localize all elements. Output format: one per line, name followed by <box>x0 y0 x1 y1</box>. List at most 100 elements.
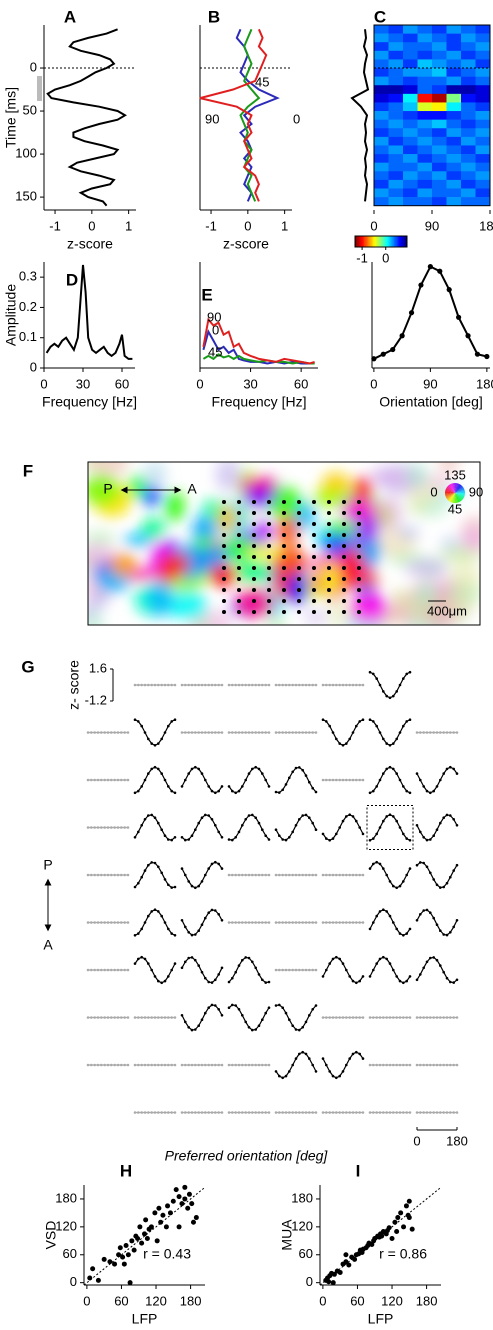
x-tick-label: 0 <box>370 218 377 233</box>
x-tick-label: 180 <box>446 1133 468 1148</box>
electrode <box>267 544 271 548</box>
electrode <box>342 588 346 592</box>
point <box>405 1212 411 1218</box>
trace-line <box>235 28 280 202</box>
key-wedge <box>455 485 463 493</box>
heatmap-cell <box>388 42 404 52</box>
colorbar <box>394 236 396 247</box>
trace-line <box>199 28 268 202</box>
key-wedge <box>445 493 455 497</box>
electrode <box>327 555 331 559</box>
map-blob <box>448 562 480 594</box>
electrode <box>342 544 346 548</box>
heatmap-cell <box>475 93 491 103</box>
x-tick-label: 90 <box>423 376 437 391</box>
heatmap-cell <box>475 85 491 95</box>
heatmap-cell <box>417 145 433 155</box>
heatmap-cell <box>432 68 447 77</box>
electrode <box>342 511 346 515</box>
heatmap-cell <box>417 179 433 189</box>
map-blob <box>405 462 430 490</box>
colorbar <box>387 236 390 247</box>
stimulus-bar <box>37 76 42 101</box>
colorbar <box>356 236 358 247</box>
colorbar <box>403 236 405 247</box>
x-tick-label: 0 <box>196 376 203 391</box>
heatmap-cell <box>461 119 476 129</box>
y-tick-label: 0 <box>30 359 37 374</box>
x-tick-label: 60 <box>115 376 129 391</box>
heatmap-cell <box>446 85 462 95</box>
point <box>158 1219 164 1225</box>
point <box>371 356 377 362</box>
point <box>131 1247 137 1253</box>
key-label: 90 <box>469 484 483 499</box>
electrode <box>282 511 286 515</box>
map-blob <box>203 498 222 520</box>
series-label: 90 <box>205 111 219 126</box>
tuning-points <box>415 956 459 984</box>
x-tick-label: 120 <box>381 1293 403 1308</box>
heatmap-cell <box>374 33 389 43</box>
panel-letter: E <box>201 285 212 304</box>
heatmap-cell <box>417 85 433 95</box>
electrode <box>282 555 286 559</box>
tuning-points <box>415 765 459 795</box>
colorbar <box>383 236 386 247</box>
point <box>117 1245 123 1251</box>
heatmap-cell <box>461 68 476 77</box>
point <box>465 333 471 339</box>
electrode <box>267 522 271 526</box>
electrode <box>282 500 286 504</box>
heatmap-cell <box>461 93 476 103</box>
key-label: 135 <box>444 467 466 482</box>
key-label: 0 <box>430 484 437 499</box>
map-blob <box>341 498 377 519</box>
point <box>379 1233 385 1239</box>
electrode <box>282 577 286 581</box>
point <box>95 1277 101 1283</box>
heatmap-cell <box>374 59 389 69</box>
heatmap-cell <box>446 33 462 43</box>
heatmap-cell <box>374 145 389 155</box>
heatmap-cell <box>403 50 418 60</box>
heatmap-cell <box>417 188 433 198</box>
colorbar <box>396 236 399 247</box>
map-blob <box>235 588 274 618</box>
heatmap-cell <box>475 188 491 198</box>
heatmap-cell <box>417 68 433 77</box>
point <box>116 1252 122 1258</box>
point <box>437 268 443 274</box>
heatmap-cell <box>446 102 462 112</box>
map-blob <box>406 485 443 501</box>
electrode <box>282 544 286 548</box>
electrode <box>327 522 331 526</box>
map-blob <box>369 465 394 488</box>
panel-letter: A <box>64 7 76 26</box>
heatmap-cell <box>388 33 404 43</box>
point <box>90 1266 96 1272</box>
key-wedge <box>445 493 455 498</box>
point <box>406 1198 412 1204</box>
electrode <box>252 566 256 570</box>
panel-letter: H <box>120 1161 132 1180</box>
colorbar <box>401 236 404 247</box>
tuning-points <box>227 765 271 795</box>
tuning-curve <box>134 956 176 984</box>
map-blob <box>329 595 346 625</box>
colorbar <box>386 236 388 247</box>
map-blob <box>88 530 116 547</box>
tuning-points <box>321 813 365 842</box>
heatmap-cell <box>374 42 389 52</box>
key-wedge <box>445 487 455 493</box>
point <box>331 1271 337 1277</box>
colorbar <box>360 236 362 247</box>
tuning-points <box>368 908 412 937</box>
point <box>185 1205 191 1211</box>
x-tick-label: 0 <box>83 1293 90 1308</box>
point <box>87 1275 93 1281</box>
key-wedge <box>446 486 455 493</box>
x-tick-label: 0 <box>370 376 377 391</box>
heatmap-cell <box>374 102 389 112</box>
electrode <box>327 588 331 592</box>
